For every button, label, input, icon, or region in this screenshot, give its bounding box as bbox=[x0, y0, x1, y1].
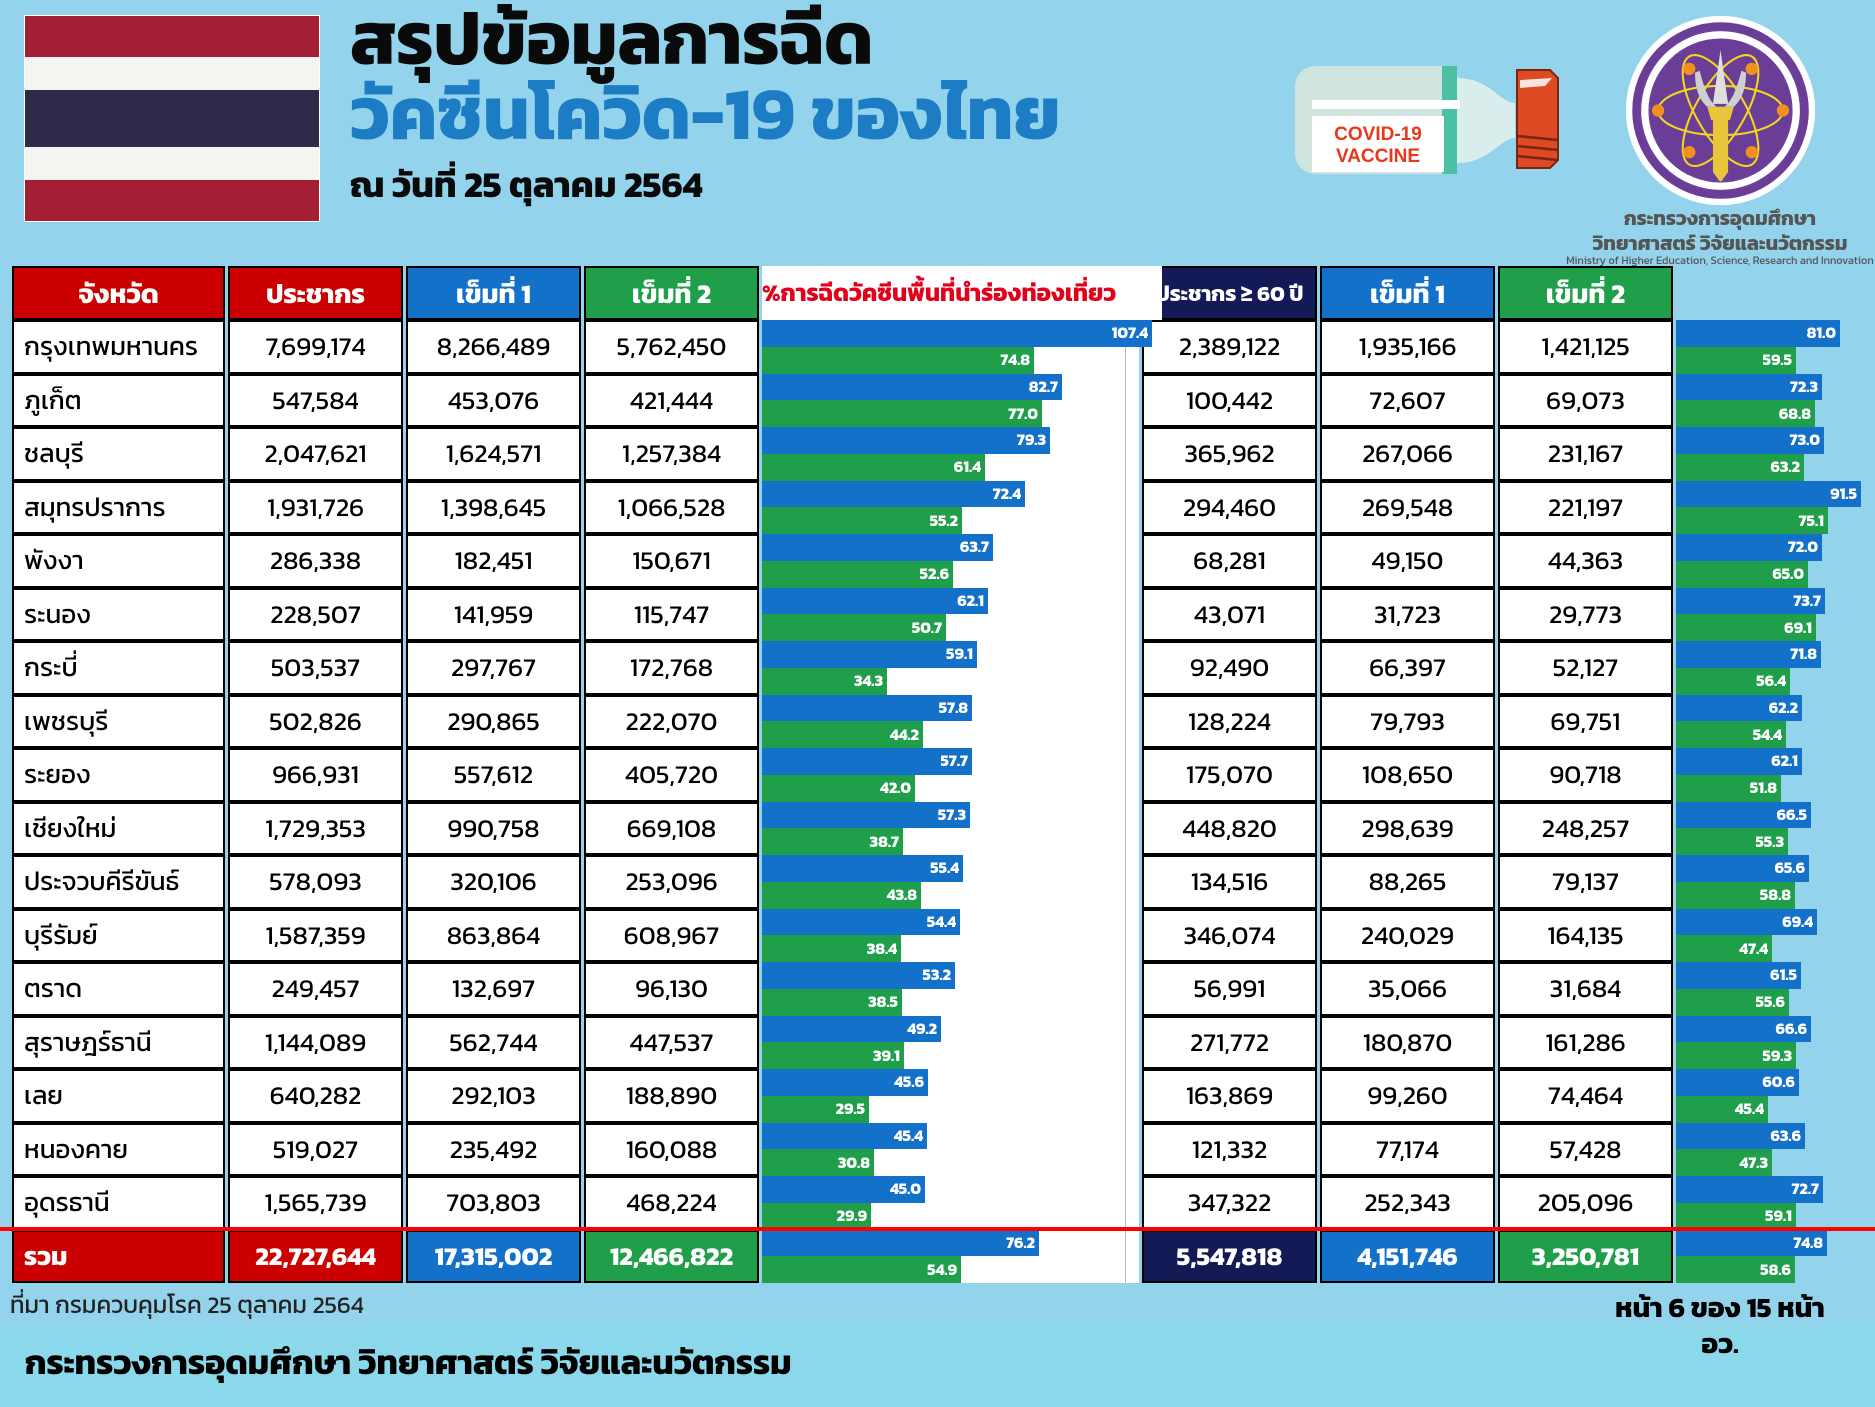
svg-text:COVID-19: COVID-19 bbox=[1334, 124, 1422, 145]
svg-text:VACCINE: VACCINE bbox=[1336, 146, 1420, 167]
